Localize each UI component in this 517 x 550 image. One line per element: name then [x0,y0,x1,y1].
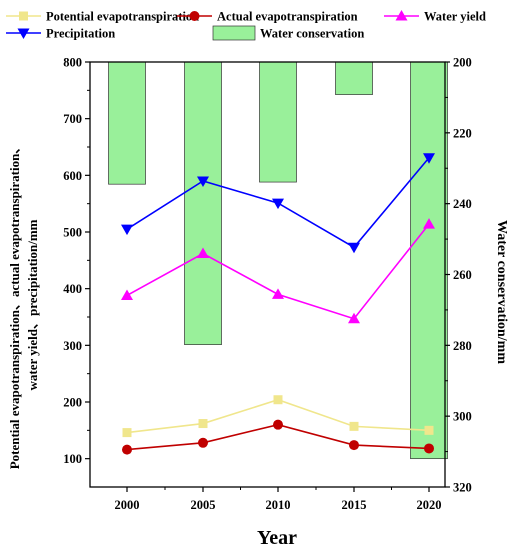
series-actual-evapotranspiration [122,419,434,455]
series-water-yield [121,218,435,324]
left-tick-label-500: 500 [63,226,82,240]
legend-item-actual-evapotranspiration: Actual evapotranspiration [177,10,358,24]
legend-item-water-yield: Water yield [384,10,486,24]
point-actual-evapotranspiration-2010 [273,419,283,430]
point-potential-evapotranspiration-2000 [122,428,132,438]
left-tick-label-600: 600 [63,169,82,183]
left-axis-title-line-2: water yield、precipitation/mm [25,219,40,390]
lines-layer [121,153,435,455]
right-tick-label-240: 240 [453,197,472,211]
x-tick-label-2010: 2010 [266,498,291,512]
point-precipitation-2000 [121,224,133,236]
bar-water-conservation-2020 [410,61,448,460]
left-tick-label-200: 200 [63,396,82,410]
bar-water-conservation-2010 [259,61,297,183]
x-tick-label-2005: 2005 [191,498,216,512]
legend-item-water-conservation: Water conservation [212,25,364,41]
x-tick-label-2000: 2000 [115,498,140,512]
point-precipitation-2010 [272,198,284,210]
point-actual-evapotranspiration-2000 [122,444,132,455]
point-water-yield-2005 [197,247,209,259]
left-tick-label-100: 100 [63,452,82,466]
point-actual-evapotranspiration-2015 [349,440,359,451]
legend-marker-water-yield [395,10,408,21]
left-axis-title: Potential evapotranspiration、actual evap… [7,141,40,470]
legend-label-water-yield: Water yield [424,10,486,24]
point-precipitation-2020 [423,153,435,164]
legend-label-potential-evapotranspiration: Potential evapotranspiration [46,10,199,24]
right-tick-label-300: 300 [453,410,472,424]
point-potential-evapotranspiration-2020 [424,425,434,435]
legend-marker-actual-evapotranspiration [189,11,200,21]
point-water-yield-2020 [423,218,435,229]
x-axis-title: Year [257,527,297,549]
bar-water-conservation-2015 [335,61,373,95]
point-potential-evapotranspiration-2010 [273,395,283,405]
line-water-yield [126,223,430,320]
point-actual-evapotranspiration-2005 [198,437,208,448]
point-actual-evapotranspiration-2020 [424,443,434,454]
point-water-yield-2015 [348,312,360,324]
series-precipitation [121,153,435,254]
legend-swatch-water-conservation [212,25,256,41]
point-water-yield-2010 [272,288,284,299]
legend-item-potential-evapotranspiration: Potential evapotranspiration [6,10,199,24]
right-axis-title: Water conservation/mm [494,220,509,364]
legend-label-precipitation: Precipitation [46,27,115,41]
left-tick-label-300: 300 [63,339,82,353]
legend-marker-precipitation [17,28,30,39]
x-tick-label-2015: 2015 [342,498,367,512]
right-tick-label-280: 280 [453,339,472,353]
left-tick-label-800: 800 [63,56,82,70]
legend-marker-potential-evapotranspiration [19,11,28,21]
point-water-yield-2000 [121,289,133,300]
x-tick-label-2020: 2020 [417,498,442,512]
point-potential-evapotranspiration-2015 [349,421,359,431]
bar-water-conservation-2005 [184,61,222,345]
right-tick-label-260: 260 [453,268,472,282]
bar-water-conservation-2000 [108,61,146,185]
left-tick-label-700: 700 [63,112,82,126]
right-tick-label-220: 220 [453,126,472,140]
series-potential-evapotranspiration [122,395,434,438]
left-axis-title-line-1: Potential evapotranspiration、actual evap… [7,141,22,470]
ticks-layer: 100 200 300 400 500 600 700 800 200 220 240 260 280 3… [63,56,472,513]
point-potential-evapotranspiration-2005 [198,419,208,429]
right-tick-label-200: 200 [453,56,472,70]
legend: Potential evapotranspiration Actual evapo… [6,10,486,41]
legend-item-precipitation: Precipitation [6,27,115,41]
legend-label-water-conservation: Water conservation [260,27,364,41]
point-precipitation-2005 [197,176,209,187]
legend-label-actual-evapotranspiration: Actual evapotranspiration [217,10,358,24]
bars-layer [108,61,448,460]
right-tick-label-320: 320 [453,481,472,495]
point-precipitation-2015 [348,242,360,254]
left-tick-label-400: 400 [63,282,82,296]
